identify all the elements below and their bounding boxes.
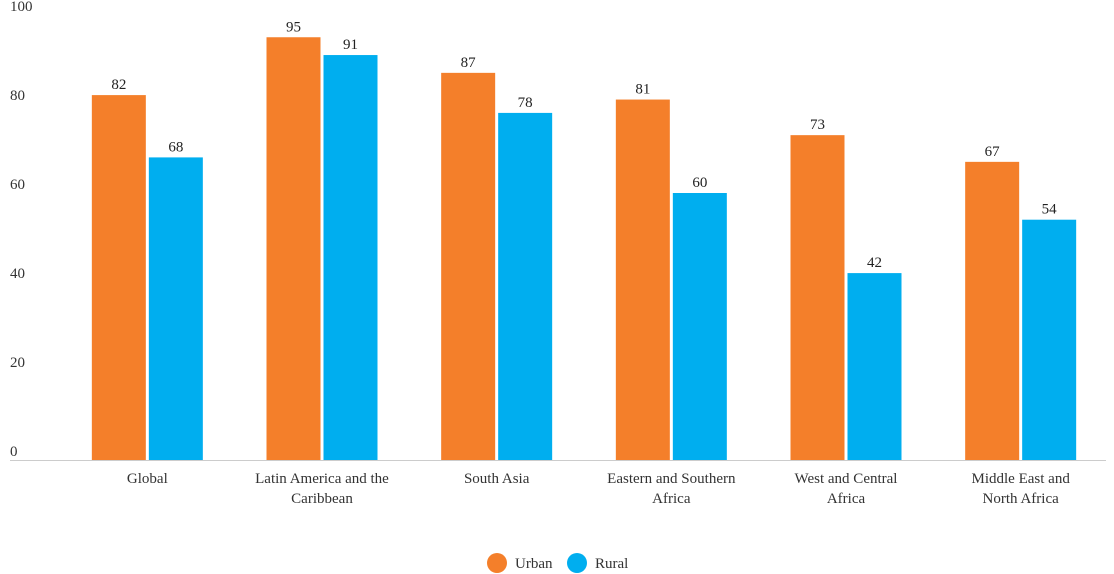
data-label-rural: 54 — [1042, 202, 1058, 218]
bar-rural[interactable] — [847, 273, 902, 460]
data-labels: 82 68 95 91 87 78 81 60 73 42 67 54 — [111, 19, 1057, 271]
data-label-urban: 73 — [810, 117, 825, 133]
x-tick-label: North Africa — [983, 491, 1060, 507]
x-tick-label: Middle East and — [972, 471, 1071, 487]
x-tick-label: South Asia — [464, 471, 530, 487]
data-label-rural: 78 — [518, 95, 533, 111]
legend-item-urban[interactable]: Urban — [487, 553, 553, 573]
bar-rural[interactable] — [148, 157, 203, 460]
x-tick-label: Latin America and the — [255, 471, 389, 487]
y-tick-label: 20 — [10, 355, 25, 371]
bar-urban[interactable] — [266, 37, 321, 460]
x-tick-label: West and Central — [795, 471, 898, 487]
legend: Urban Rural — [487, 553, 628, 573]
data-label-rural: 68 — [168, 139, 183, 155]
data-label-urban: 67 — [985, 144, 1001, 160]
y-tick-label: 60 — [10, 177, 25, 193]
bar-urban[interactable] — [441, 72, 496, 460]
bar-urban[interactable] — [965, 161, 1020, 460]
y-tick-label: 40 — [10, 266, 25, 282]
y-axis: 0 20 40 60 80 100 — [10, 0, 33, 460]
x-tick-label: Caribbean — [291, 491, 353, 507]
legend-swatch — [567, 553, 587, 573]
y-tick-label: 0 — [10, 444, 18, 460]
bar-urban[interactable] — [615, 99, 670, 461]
data-label-urban: 81 — [635, 82, 650, 98]
x-tick-label: Africa — [652, 491, 691, 507]
bar-rural[interactable] — [1022, 219, 1077, 460]
x-axis: Global Latin America and the Caribbean Sout… — [127, 471, 1070, 507]
bar-rural[interactable] — [672, 193, 727, 460]
x-tick-label: Eastern and Southern — [607, 471, 736, 487]
bars — [91, 37, 1077, 461]
bar-urban[interactable] — [790, 135, 845, 460]
x-tick-label: Global — [127, 471, 168, 487]
legend-item-rural[interactable]: Rural — [567, 553, 628, 573]
y-tick-label: 100 — [10, 0, 33, 15]
y-tick-label: 80 — [10, 88, 25, 104]
legend-label: Urban — [515, 556, 553, 572]
data-label-rural: 91 — [343, 37, 358, 53]
data-label-rural: 60 — [692, 175, 707, 191]
legend-swatch — [487, 553, 507, 573]
data-label-urban: 95 — [286, 19, 301, 35]
bar-rural[interactable] — [323, 55, 378, 461]
data-label-rural: 42 — [867, 255, 882, 271]
x-tick-label: Africa — [827, 491, 866, 507]
data-label-urban: 87 — [461, 55, 477, 71]
bar-rural[interactable] — [498, 112, 553, 461]
bar-urban[interactable] — [91, 95, 146, 460]
legend-label: Rural — [595, 556, 628, 572]
data-label-urban: 82 — [111, 77, 126, 93]
